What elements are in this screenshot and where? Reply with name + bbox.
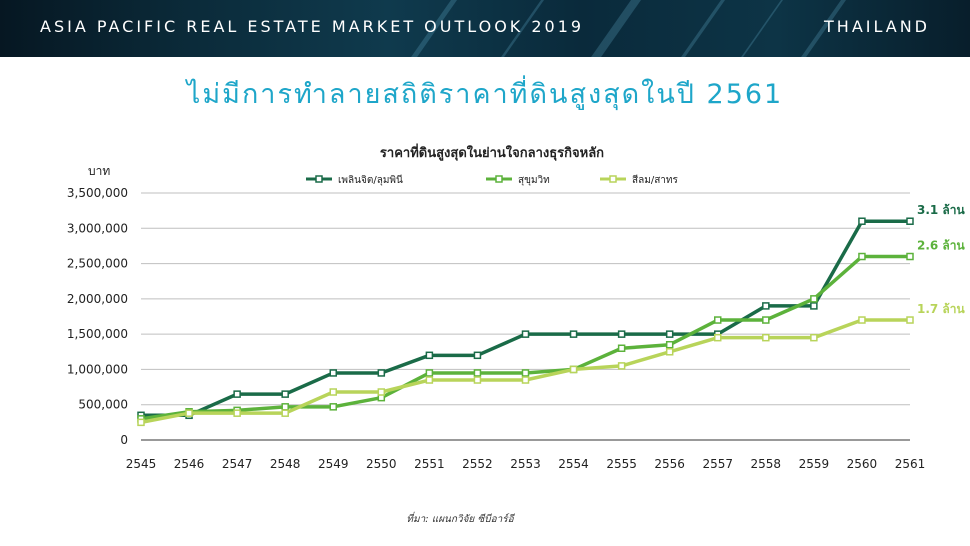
data-point (569, 330, 578, 338)
y-axis-label: บาท (88, 164, 110, 178)
x-tick-label: 2553 (510, 457, 541, 471)
data-point (906, 316, 914, 324)
y-tick-label: 1,500,000 (67, 327, 128, 341)
series-0 (137, 217, 914, 420)
data-point (473, 369, 482, 377)
y-tick-label: 2,500,000 (67, 257, 128, 271)
data-point (762, 302, 770, 310)
end-value-label: 2.6 ล้าน (917, 239, 966, 253)
country-label: THAILAND (824, 17, 930, 36)
series-line (141, 219, 910, 418)
legend-label: สุขุมวิท (518, 175, 550, 186)
data-point (762, 316, 770, 324)
data-point (329, 388, 337, 396)
series-lines (137, 217, 914, 427)
series-1 (137, 252, 914, 423)
data-point (137, 418, 145, 427)
data-point (906, 217, 914, 225)
data-point (233, 409, 241, 417)
y-tick-label: 3,000,000 (67, 221, 128, 235)
data-point (617, 344, 626, 353)
data-point (810, 302, 818, 310)
header-banner: ASIA PACIFIC REAL ESTATE MARKET OUTLOOK … (0, 0, 970, 57)
data-point (762, 333, 770, 342)
data-point (906, 252, 914, 261)
data-point (569, 365, 578, 374)
x-tick-label: 2558 (751, 457, 782, 471)
y-tick-label: 1,000,000 (67, 362, 128, 376)
data-point (714, 333, 722, 342)
y-tick-label: 3,500,000 (67, 186, 128, 200)
x-tick-label: 2545 (126, 457, 157, 471)
data-point (858, 316, 866, 324)
end-value-label: 1.7 ล้าน (917, 302, 966, 316)
data-point (473, 351, 482, 360)
data-point (617, 330, 626, 338)
data-point (521, 330, 530, 338)
data-point (858, 252, 866, 261)
x-tick-label: 2554 (558, 457, 589, 471)
series-2 (137, 316, 914, 427)
data-point (714, 316, 722, 324)
legend-label: สีลม/สาทร (632, 174, 679, 186)
data-point (810, 333, 818, 342)
grid-lines (141, 192, 910, 441)
report-title: ASIA PACIFIC REAL ESTATE MARKET OUTLOOK … (40, 17, 585, 36)
data-point (665, 348, 674, 356)
data-point (665, 330, 674, 338)
data-point (329, 369, 337, 377)
data-point (425, 351, 434, 360)
x-tick-label: 2559 (799, 457, 830, 471)
chart-title: ราคาที่ดินสูงสุดในย่านใจกลางธุรกิจหลัก (380, 143, 604, 161)
legend-marker (609, 175, 617, 183)
x-tick-label: 2556 (654, 457, 685, 471)
data-point (233, 390, 241, 398)
x-tick-label: 2547 (222, 457, 253, 471)
legend-marker (315, 175, 323, 183)
data-point (185, 409, 193, 417)
y-tick-label: 500,000 (78, 398, 128, 412)
data-point (329, 403, 337, 411)
data-point (617, 362, 626, 370)
end-value-label: 3.1 ล้าน (917, 203, 966, 217)
data-point (665, 340, 674, 349)
data-point (521, 376, 530, 384)
data-point (425, 369, 434, 377)
end-labels: 3.1 ล้าน 2.6 ล้าน 1.7 ล้าน (917, 203, 966, 316)
x-tick-label: 2548 (270, 457, 301, 471)
x-tick-label: 2546 (174, 457, 205, 471)
source-note: ที่มา: แผนกวิจัย ซีบีอาร์อี (406, 514, 514, 525)
data-point (425, 376, 434, 384)
x-tick-label: 2560 (847, 457, 878, 471)
x-tick-label: 2550 (366, 457, 397, 471)
data-point (281, 403, 289, 411)
y-tick-label: 0 (120, 433, 128, 447)
y-axis-ticks: 0 500,000 1,000,000 1,500,000 2,000,000 2,500… (67, 186, 128, 447)
x-tick-label: 2555 (606, 457, 637, 471)
legend-label: เพลินจิต/ลุมพินี (338, 174, 403, 186)
y-tick-label: 2,000,000 (67, 292, 128, 306)
x-tick-label: 2552 (462, 457, 493, 471)
x-axis-ticks: 2545 2546 2547 2548 2549 2550 2551 2552 2553 2554… (126, 457, 926, 471)
data-point (281, 390, 289, 398)
data-point (473, 376, 482, 384)
x-tick-label: 2557 (702, 457, 733, 471)
x-tick-label: 2549 (318, 457, 349, 471)
legend-marker (495, 175, 503, 183)
data-point (377, 369, 386, 377)
data-point (858, 217, 866, 225)
data-point (281, 409, 289, 417)
legend: เพลินจิต/ลุมพินี สุขุมวิท สีลม/สาทร (306, 174, 679, 186)
data-point (377, 388, 386, 396)
page-headline: ไม่มีการทำลายสถิติราคาที่ดินสูงสุดในปี 2… (186, 79, 784, 110)
x-tick-label: 2561 (895, 457, 926, 471)
x-tick-label: 2551 (414, 457, 445, 471)
data-point (521, 369, 530, 377)
data-point (810, 295, 818, 303)
